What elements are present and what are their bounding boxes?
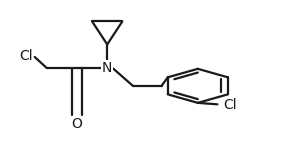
Text: Cl: Cl (20, 49, 33, 63)
Text: O: O (72, 117, 82, 131)
Text: Cl: Cl (223, 98, 237, 112)
Text: N: N (102, 61, 112, 75)
